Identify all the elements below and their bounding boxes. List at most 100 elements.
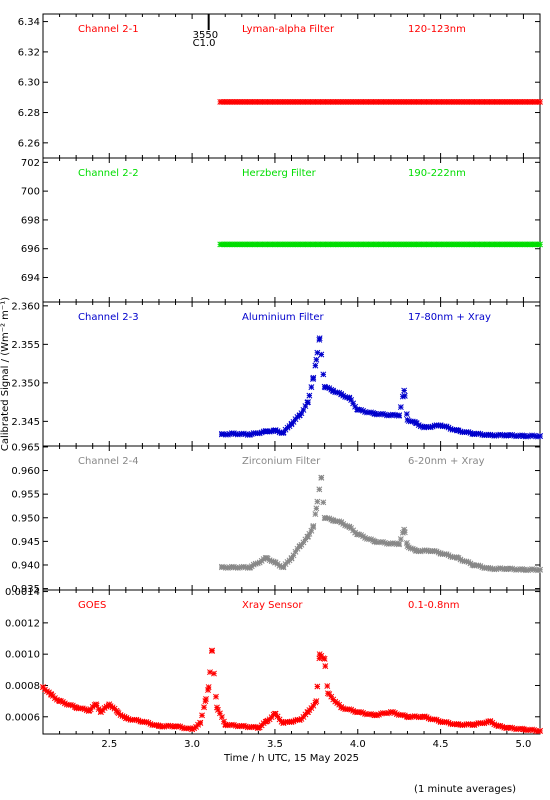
data-point [447, 720, 454, 727]
data-point [503, 724, 510, 731]
data-point [371, 538, 378, 545]
data-point [511, 725, 518, 732]
data-point [435, 717, 442, 724]
y-tick-label: 698 [21, 215, 40, 226]
y-tick-label: 0.960 [11, 466, 40, 477]
data-point [397, 404, 404, 411]
data-point [256, 430, 263, 437]
data-point [529, 726, 536, 733]
data-point [324, 683, 331, 690]
data-point [268, 428, 275, 435]
band-label: 6-20nm + Xray [408, 456, 485, 467]
data-point [288, 420, 295, 427]
data-point [313, 356, 320, 363]
data-point [425, 715, 432, 722]
data-point [172, 723, 179, 730]
data-point [360, 407, 367, 414]
data-point [509, 724, 516, 731]
data-point [393, 711, 400, 718]
data-point [114, 709, 121, 716]
data-point [531, 727, 537, 733]
data-point [316, 486, 323, 493]
data-point [537, 727, 543, 734]
data-point [314, 498, 321, 505]
data-point [515, 726, 522, 733]
data-point [310, 702, 317, 709]
data-point [525, 433, 532, 440]
data-point [135, 717, 142, 724]
y-tick-label: 6.30 [18, 78, 40, 89]
data-point [321, 655, 328, 662]
y-tick-label: 0.950 [11, 513, 40, 524]
data-point [457, 428, 464, 435]
data-point [308, 527, 315, 534]
data-point [242, 431, 249, 438]
data-point [493, 566, 500, 573]
data-point [328, 693, 335, 700]
data-point [437, 422, 444, 429]
data-point [254, 560, 261, 567]
data-point [409, 545, 416, 552]
data-point [336, 518, 343, 525]
panel-frame [42, 13, 541, 159]
filter-label: Lyman-alpha Filter [242, 24, 335, 35]
data-point [44, 688, 50, 695]
data-point [407, 714, 414, 721]
filter-label: Herzberg Filter [242, 168, 317, 179]
data-point [437, 550, 444, 557]
data-point [214, 706, 221, 713]
data-point [481, 720, 488, 727]
data-point [106, 701, 113, 708]
data-point [340, 705, 347, 712]
data-point [499, 565, 506, 572]
event-marker-label: 3550 [193, 30, 218, 41]
y-tick-label: 0.955 [11, 490, 40, 501]
y-tick-label: 700 [21, 187, 40, 198]
data-point [213, 704, 220, 711]
data-point [429, 547, 436, 554]
data-point [387, 540, 394, 547]
y-tick-label: 0.945 [11, 537, 40, 548]
data-point [320, 499, 327, 506]
data-point [354, 709, 361, 716]
data-point [271, 710, 278, 717]
data-point [376, 411, 382, 418]
data-point [292, 548, 299, 555]
data-point [218, 431, 225, 438]
data-point [326, 515, 333, 522]
data-point [310, 524, 316, 531]
data-point [376, 711, 382, 718]
data-point [358, 532, 365, 539]
data-point [296, 543, 303, 550]
data-point [320, 371, 327, 378]
data-point [396, 540, 403, 547]
data-point [412, 547, 419, 554]
data-point [236, 564, 243, 571]
data-point [387, 412, 394, 419]
data-point [346, 395, 353, 402]
data-point [358, 709, 365, 716]
data-point [197, 720, 204, 726]
data-point [280, 429, 287, 436]
data-point [368, 536, 374, 543]
data-point [477, 430, 484, 437]
data-point [401, 392, 408, 399]
data-point [312, 511, 319, 518]
data-point [515, 433, 522, 439]
data-point [477, 563, 484, 570]
data-point [218, 714, 225, 721]
data-point [318, 351, 325, 358]
data-point [258, 429, 265, 436]
band-label: 17-80nm + Xray [408, 312, 491, 323]
data-point [537, 241, 543, 248]
data-point [419, 547, 426, 554]
data-point [98, 709, 104, 716]
data-point [321, 514, 328, 521]
data-point [342, 522, 349, 529]
data-point [230, 721, 237, 728]
data-point [360, 709, 367, 716]
data-point [81, 706, 88, 713]
data-point [95, 706, 102, 713]
filter-label: Aluminium Filter [242, 312, 325, 323]
data-point [316, 335, 323, 342]
